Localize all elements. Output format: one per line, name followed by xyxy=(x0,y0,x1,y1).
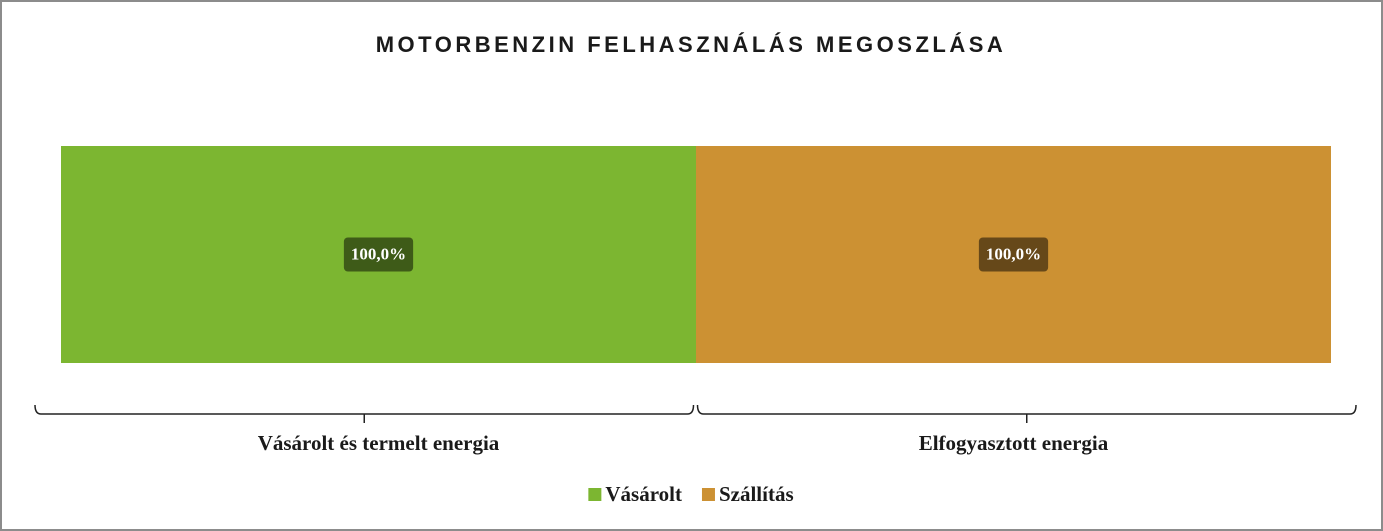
value-label-bg xyxy=(343,237,414,272)
value-label: 100,0% xyxy=(986,244,1041,263)
legend-label: Vásárolt xyxy=(605,482,682,506)
value-label: 100,0% xyxy=(351,244,406,263)
legend-swatch xyxy=(588,488,602,501)
legend-label: Szállítás xyxy=(719,482,794,506)
x-tick-label: Elfogyasztott energia xyxy=(919,431,1109,455)
legend-swatch xyxy=(701,488,715,501)
value-label-bg xyxy=(978,237,1049,272)
x-tick-label: Vásárolt és termelt energia xyxy=(258,431,500,455)
chart-title: MOTORBENZIN FELHASZNÁLÁS MEGOSZLÁSA xyxy=(376,32,1007,57)
